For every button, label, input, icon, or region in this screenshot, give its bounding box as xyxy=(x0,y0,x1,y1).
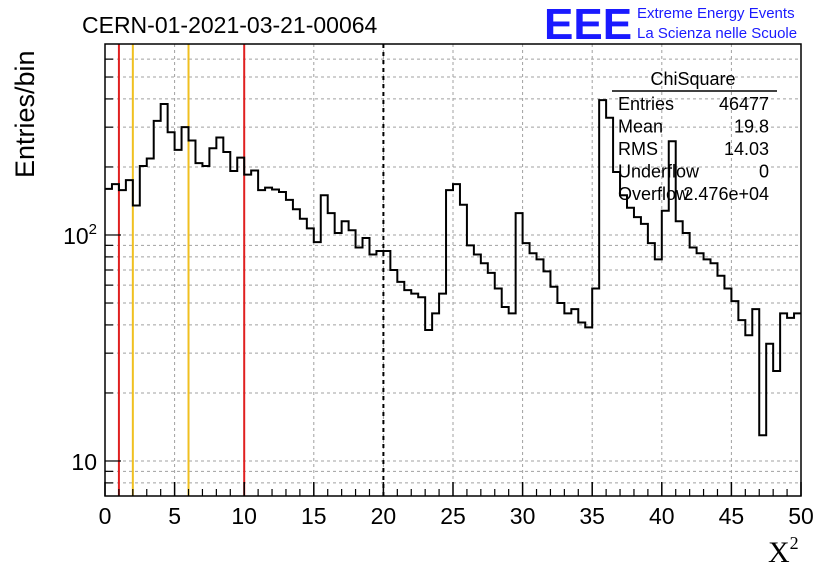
x-tick-labels: 0 5 10 15 20 25 30 35 40 45 50 xyxy=(99,503,814,529)
x-tick-label: 45 xyxy=(719,503,745,529)
y-tick-labels: 10 102 xyxy=(63,221,97,475)
stats-label: Mean xyxy=(618,117,663,137)
stats-value: 14.03 xyxy=(724,139,769,159)
stats-value: 0 xyxy=(759,162,769,182)
logo-subtitle-2: La Scienza nelle Scuole xyxy=(637,25,797,42)
y-axis-label: Entries/bin xyxy=(10,50,40,178)
y-tick-label: 10 xyxy=(71,449,97,475)
run-title: CERN-01-2021-03-21-00064 xyxy=(82,12,378,38)
grid-lines xyxy=(105,44,801,496)
x-tick-label: 40 xyxy=(649,503,675,529)
stats-rows: Entries 46477 Mean 19.8 RMS 14.03 Underflow 0 Ov… xyxy=(618,94,769,204)
stats-box: ChiSquare Entries 46477 Mean 19.8 RMS 14.03 Un… xyxy=(612,69,777,204)
stats-title: ChiSquare xyxy=(650,69,735,89)
stats-label: Overflow xyxy=(618,184,690,204)
reference-lines xyxy=(117,44,385,496)
x-tick-label: 50 xyxy=(788,503,814,529)
x-tick-label: 20 xyxy=(371,503,397,529)
stats-label: RMS xyxy=(618,139,658,159)
stats-value: 46477 xyxy=(719,94,769,114)
x-axis-label: X2 xyxy=(768,533,799,569)
x-tick-label: 0 xyxy=(99,503,112,529)
x-tick-label: 35 xyxy=(579,503,605,529)
x-tick-label: 25 xyxy=(440,503,466,529)
axis-ticks xyxy=(104,58,802,496)
x-tick-label: 15 xyxy=(301,503,327,529)
stats-label: Entries xyxy=(618,94,674,114)
logo-subtitle-1: Extreme Energy Events xyxy=(637,5,795,22)
stats-value: 19.8 xyxy=(734,117,769,137)
y-tick-label: 102 xyxy=(63,221,97,249)
stats-value: 2.476e+04 xyxy=(683,184,769,204)
histogram-line xyxy=(105,99,801,437)
x-tick-label: 10 xyxy=(231,503,257,529)
eee-logo: EEE xyxy=(544,0,632,49)
x-tick-label: 5 xyxy=(168,503,181,529)
stats-label: Underflow xyxy=(618,162,700,182)
x-tick-label: 30 xyxy=(510,503,536,529)
